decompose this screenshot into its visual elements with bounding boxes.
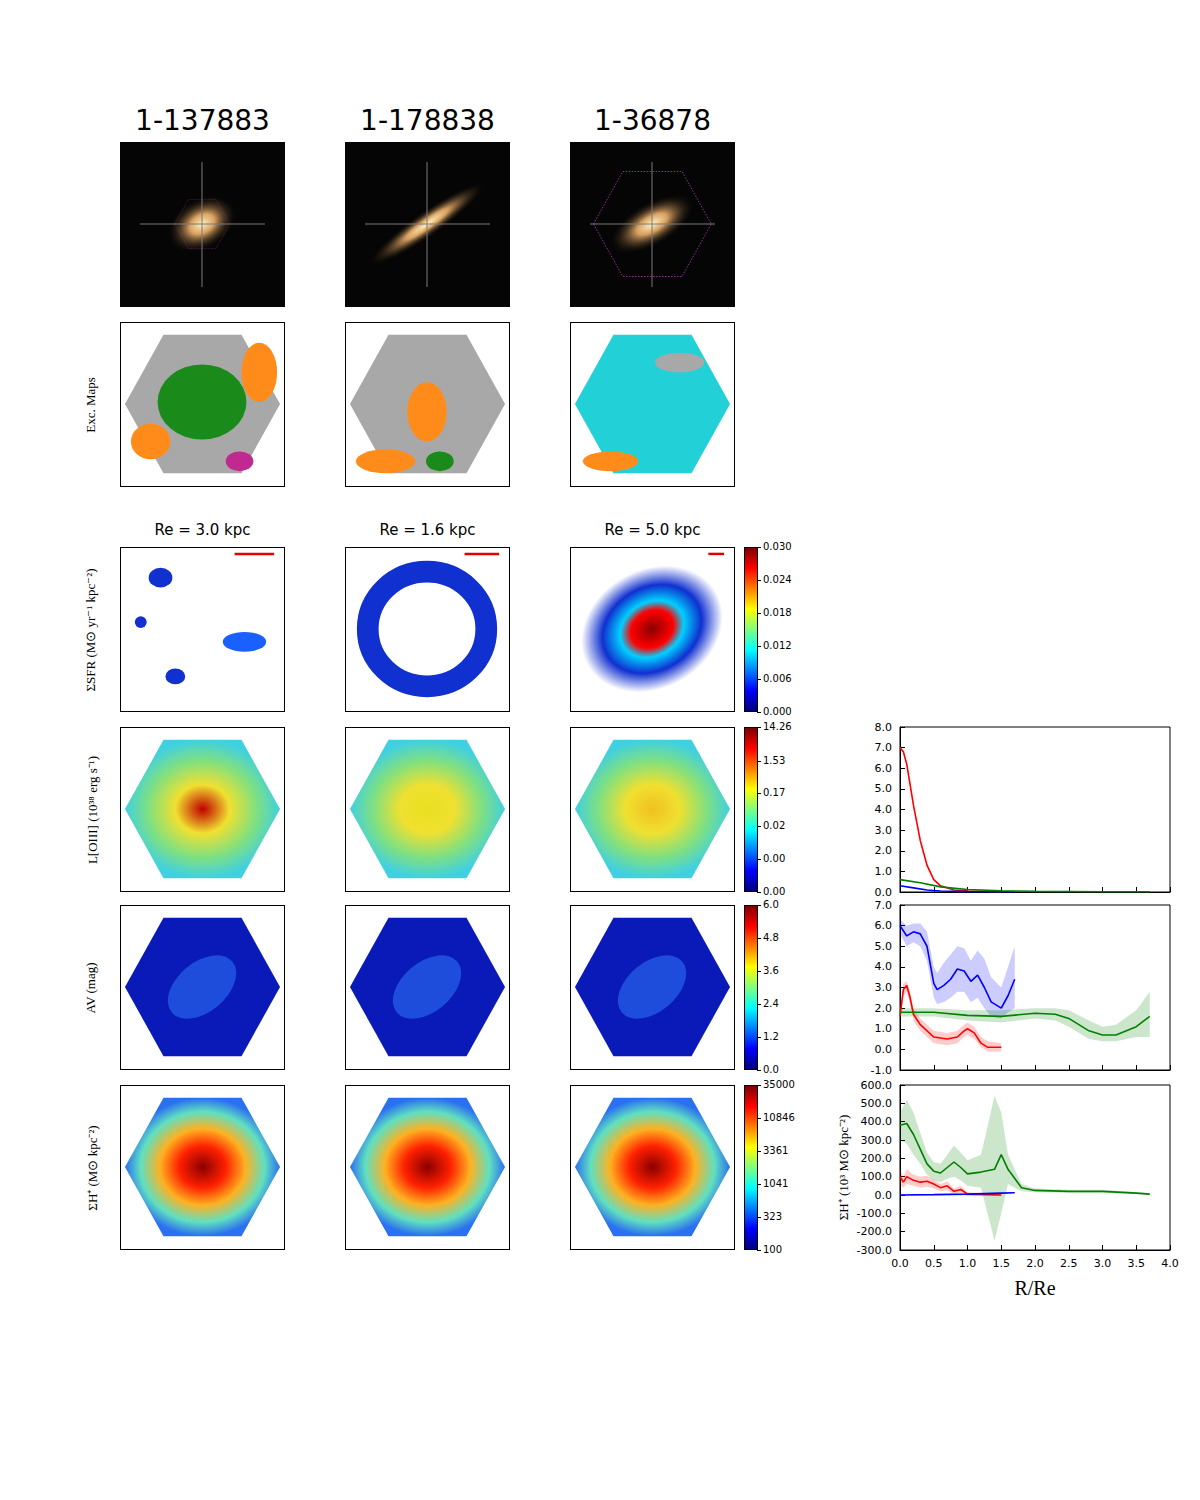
svg-text:2.0: 2.0 bbox=[875, 1002, 893, 1015]
html-text:Re = 1.6 kpc: Re = 1.6 kpc bbox=[379, 521, 476, 539]
svg-text:5.0: 5.0 bbox=[875, 782, 893, 795]
svg-text:1.0: 1.0 bbox=[959, 1257, 977, 1270]
svg-text:4.0: 4.0 bbox=[875, 803, 893, 816]
svg-text:600.0: 600.0 bbox=[861, 1079, 893, 1092]
svg-text:-100.0: -100.0 bbox=[857, 1207, 892, 1220]
html-text:4.8: 4.8 bbox=[763, 932, 779, 943]
svg-text:4.0: 4.0 bbox=[875, 960, 893, 973]
html-text:Re = 5.0 kpc: Re = 5.0 kpc bbox=[604, 521, 701, 539]
svg-text:0.0: 0.0 bbox=[891, 1257, 909, 1270]
svg-text:3.0: 3.0 bbox=[1094, 1257, 1112, 1270]
html-text:AV (mag): AV (mag) bbox=[83, 961, 98, 1014]
html-text:0.018: 0.018 bbox=[763, 607, 792, 618]
html-text:1-137883: 1-137883 bbox=[135, 104, 270, 137]
html-text:0.012: 0.012 bbox=[763, 640, 792, 651]
svg-text:0.0: 0.0 bbox=[875, 1043, 893, 1056]
svg-text:7.0: 7.0 bbox=[875, 899, 893, 912]
html-text:0.006: 0.006 bbox=[763, 673, 792, 684]
html-text:0.00: 0.00 bbox=[763, 852, 786, 864]
html-text:Re = 3.0 kpc: Re = 3.0 kpc bbox=[154, 521, 251, 539]
html-text:35000: 35000 bbox=[763, 1079, 795, 1090]
html-text:Exc. Maps: Exc. Maps bbox=[83, 376, 98, 433]
svg-text:4.0: 4.0 bbox=[1161, 1257, 1179, 1270]
svg-text:0.0: 0.0 bbox=[875, 1189, 893, 1202]
html-text:0.024: 0.024 bbox=[763, 574, 792, 585]
svg-text:1.5: 1.5 bbox=[993, 1257, 1011, 1270]
html-text:L[OIII] (10³⁸ erg s⁻¹): L[OIII] (10³⁸ erg s⁻¹) bbox=[85, 755, 100, 864]
html-text:0.000: 0.000 bbox=[763, 706, 792, 717]
svg-text:300.0: 300.0 bbox=[861, 1134, 893, 1147]
svg-text:400.0: 400.0 bbox=[861, 1115, 893, 1128]
svg-text:1.0: 1.0 bbox=[875, 865, 893, 878]
svg-text:500.0: 500.0 bbox=[861, 1097, 893, 1110]
svg-text:R/Re: R/Re bbox=[1014, 1277, 1055, 1299]
svg-text:200.0: 200.0 bbox=[861, 1152, 893, 1165]
html-text:3361: 3361 bbox=[763, 1145, 789, 1156]
svg-text:3.5: 3.5 bbox=[1128, 1257, 1146, 1270]
html-text:14.26: 14.26 bbox=[763, 721, 792, 732]
svg-text:-200.0: -200.0 bbox=[857, 1225, 892, 1238]
html-text:1041: 1041 bbox=[763, 1178, 789, 1189]
html-text:ΣSFR (M⊙ yr⁻¹ kpc⁻²): ΣSFR (M⊙ yr⁻¹ kpc⁻²) bbox=[83, 568, 98, 691]
html-text:2.4: 2.4 bbox=[763, 998, 779, 1009]
svg-text:0.5: 0.5 bbox=[925, 1257, 943, 1270]
svg-text:3.0: 3.0 bbox=[875, 824, 893, 837]
svg-text:ΣH⁺ (10³ M⊙ kpc⁻²): ΣH⁺ (10³ M⊙ kpc⁻²) bbox=[836, 1115, 851, 1221]
html-text:0.030: 0.030 bbox=[763, 541, 792, 552]
svg-text:6.0: 6.0 bbox=[875, 919, 893, 932]
svg-text:6.0: 6.0 bbox=[875, 762, 893, 775]
html-text:ΣH⁺ (M⊙ kpc⁻²): ΣH⁺ (M⊙ kpc⁻²) bbox=[85, 1124, 100, 1211]
html-text:1.53: 1.53 bbox=[763, 754, 786, 766]
svg-text:0.0: 0.0 bbox=[875, 886, 893, 899]
html-text:0.02: 0.02 bbox=[763, 820, 786, 832]
svg-text:7.0: 7.0 bbox=[875, 741, 893, 754]
html-text:3.6: 3.6 bbox=[763, 965, 779, 976]
html-text:1.2: 1.2 bbox=[763, 1031, 779, 1042]
svg-text:5.0: 5.0 bbox=[875, 940, 893, 953]
html-text:100: 100 bbox=[763, 1244, 783, 1255]
html-text:0.00: 0.00 bbox=[763, 886, 786, 897]
svg-text:100.0: 100.0 bbox=[861, 1170, 893, 1183]
html-text:0.0: 0.0 bbox=[763, 1064, 779, 1075]
html-text:10846: 10846 bbox=[763, 1112, 795, 1123]
svg-text:1.0: 1.0 bbox=[875, 1022, 893, 1035]
svg-text:8.0: 8.0 bbox=[875, 721, 893, 734]
html-text:1-178838: 1-178838 bbox=[360, 104, 495, 137]
svg-text:2.0: 2.0 bbox=[1026, 1257, 1044, 1270]
svg-text:2.0: 2.0 bbox=[875, 844, 893, 857]
html-text:1-36878: 1-36878 bbox=[594, 104, 711, 137]
svg-text:-300.0: -300.0 bbox=[857, 1244, 892, 1257]
svg-text:-1.0: -1.0 bbox=[871, 1064, 892, 1077]
html-text:323: 323 bbox=[763, 1211, 783, 1222]
svg-text:2.5: 2.5 bbox=[1060, 1257, 1078, 1270]
html-text:0.17: 0.17 bbox=[763, 787, 786, 799]
html-text:6.0: 6.0 bbox=[763, 899, 779, 910]
svg-text:3.0: 3.0 bbox=[875, 981, 893, 994]
